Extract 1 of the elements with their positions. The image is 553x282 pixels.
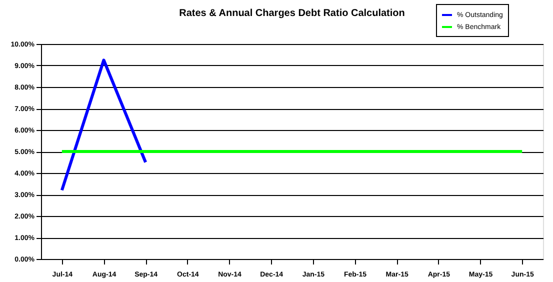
chart-title: Rates & Annual Charges Debt Ratio Calculation	[179, 8, 405, 19]
